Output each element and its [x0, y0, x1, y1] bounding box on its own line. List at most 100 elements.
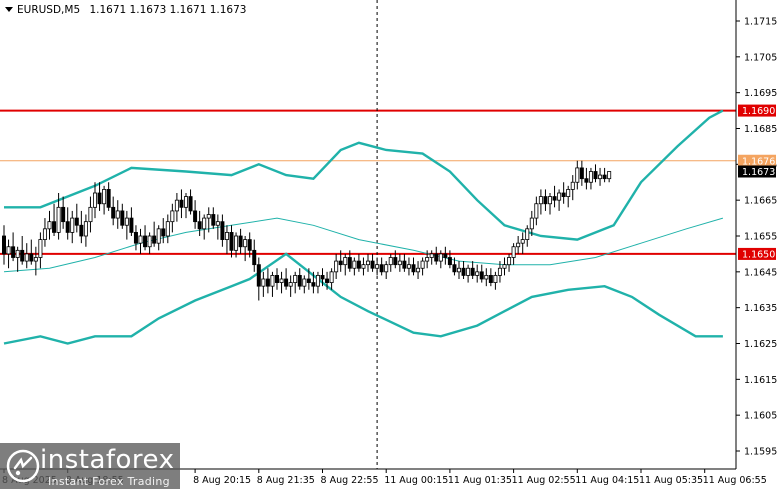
candle	[247, 232, 252, 258]
bollinger-middle-line	[3, 217, 724, 273]
x-tick-label: 11 Aug 00:15	[384, 475, 448, 486]
candle	[479, 264, 484, 283]
price-tag-text: 1.1673	[742, 167, 775, 178]
candle	[88, 196, 93, 233]
candle	[188, 189, 193, 215]
candle	[543, 189, 548, 211]
candle	[120, 203, 125, 229]
instaforex-logo-icon	[6, 449, 40, 483]
candle	[243, 236, 248, 262]
candle	[156, 225, 161, 251]
triangle-down-icon[interactable]	[5, 7, 13, 12]
candle	[461, 261, 466, 279]
candle	[224, 225, 229, 254]
candle	[420, 257, 425, 276]
logo-tagline: Instant Forex Trading	[48, 475, 170, 488]
svg-text:EURUSD,M5 1.1671 1.167: EURUSD,M5 1.1671 1.1673 1.1671 1.1673	[17, 4, 246, 16]
candle	[584, 167, 589, 190]
y-tick-label: 1.1595	[744, 447, 777, 458]
candle	[102, 185, 107, 215]
candle	[52, 203, 57, 236]
candle	[183, 193, 188, 219]
candle	[607, 171, 612, 183]
x-tick-label: 8 Aug 22:55	[321, 475, 379, 486]
x-tick-label: 11 Aug 02:55	[512, 475, 576, 486]
candle	[334, 253, 339, 279]
candle	[379, 257, 384, 276]
candle	[265, 268, 270, 294]
candle	[497, 261, 502, 283]
candle	[534, 196, 539, 226]
candle	[511, 243, 516, 265]
candle	[202, 214, 207, 240]
symbol-label: EURUSD,M5	[17, 4, 80, 16]
y-tick-label: 1.1665	[744, 196, 777, 207]
candle	[575, 160, 580, 190]
candle	[152, 221, 157, 247]
candle	[311, 271, 316, 294]
candle	[456, 261, 461, 279]
candle	[570, 175, 575, 201]
x-tick-label: 11 Aug 04:15	[575, 475, 639, 486]
candle	[15, 246, 20, 272]
candle	[24, 243, 29, 269]
candle	[352, 257, 357, 276]
candle	[588, 167, 593, 190]
candle	[47, 210, 52, 240]
candle	[74, 203, 79, 233]
candle	[370, 253, 375, 272]
candle	[161, 218, 166, 244]
candle	[215, 214, 220, 240]
candle	[147, 232, 152, 254]
level-price-tag: 1.1650	[738, 247, 776, 260]
candle	[197, 210, 202, 236]
candle	[111, 196, 116, 226]
candle	[193, 200, 198, 229]
candle	[552, 185, 557, 208]
x-tick-label: 11 Aug 05:35	[639, 475, 703, 486]
candle	[256, 257, 261, 301]
candle	[279, 271, 284, 294]
candle	[97, 182, 102, 211]
candle	[388, 253, 393, 272]
candle	[252, 239, 257, 272]
candle	[288, 275, 293, 297]
candle	[65, 207, 70, 240]
candle	[397, 253, 402, 272]
candle	[548, 193, 553, 215]
candle	[83, 214, 88, 247]
candle	[211, 207, 216, 229]
candle	[179, 189, 184, 219]
candle	[61, 196, 66, 229]
candle	[165, 214, 170, 244]
candle	[470, 261, 475, 279]
candle	[375, 257, 380, 276]
x-tick-label: 11 Aug 06:55	[703, 475, 767, 486]
candle	[402, 253, 407, 272]
y-tick-label: 1.1605	[744, 411, 777, 422]
candle	[11, 232, 16, 262]
candle	[115, 200, 120, 229]
candle	[20, 236, 25, 265]
candle	[343, 253, 348, 276]
candle	[484, 268, 489, 287]
candle	[493, 271, 498, 290]
candle	[29, 239, 34, 265]
y-tick-label: 1.1695	[744, 88, 777, 99]
candle	[143, 225, 148, 251]
candle	[2, 225, 7, 265]
candle	[602, 167, 607, 183]
candle	[520, 232, 525, 254]
candle	[170, 203, 175, 233]
candle	[425, 250, 430, 269]
candle	[274, 268, 279, 290]
x-tick-label: 11 Aug 01:35	[448, 475, 512, 486]
candle	[557, 189, 562, 211]
candle	[284, 268, 289, 290]
price-tag-text: 1.1676	[742, 156, 775, 167]
ohlc-readout: 1.1671 1.1673 1.1671 1.1673	[89, 4, 246, 16]
candle	[206, 207, 211, 233]
candle	[384, 261, 389, 279]
y-tick-label: 1.1655	[744, 232, 777, 243]
